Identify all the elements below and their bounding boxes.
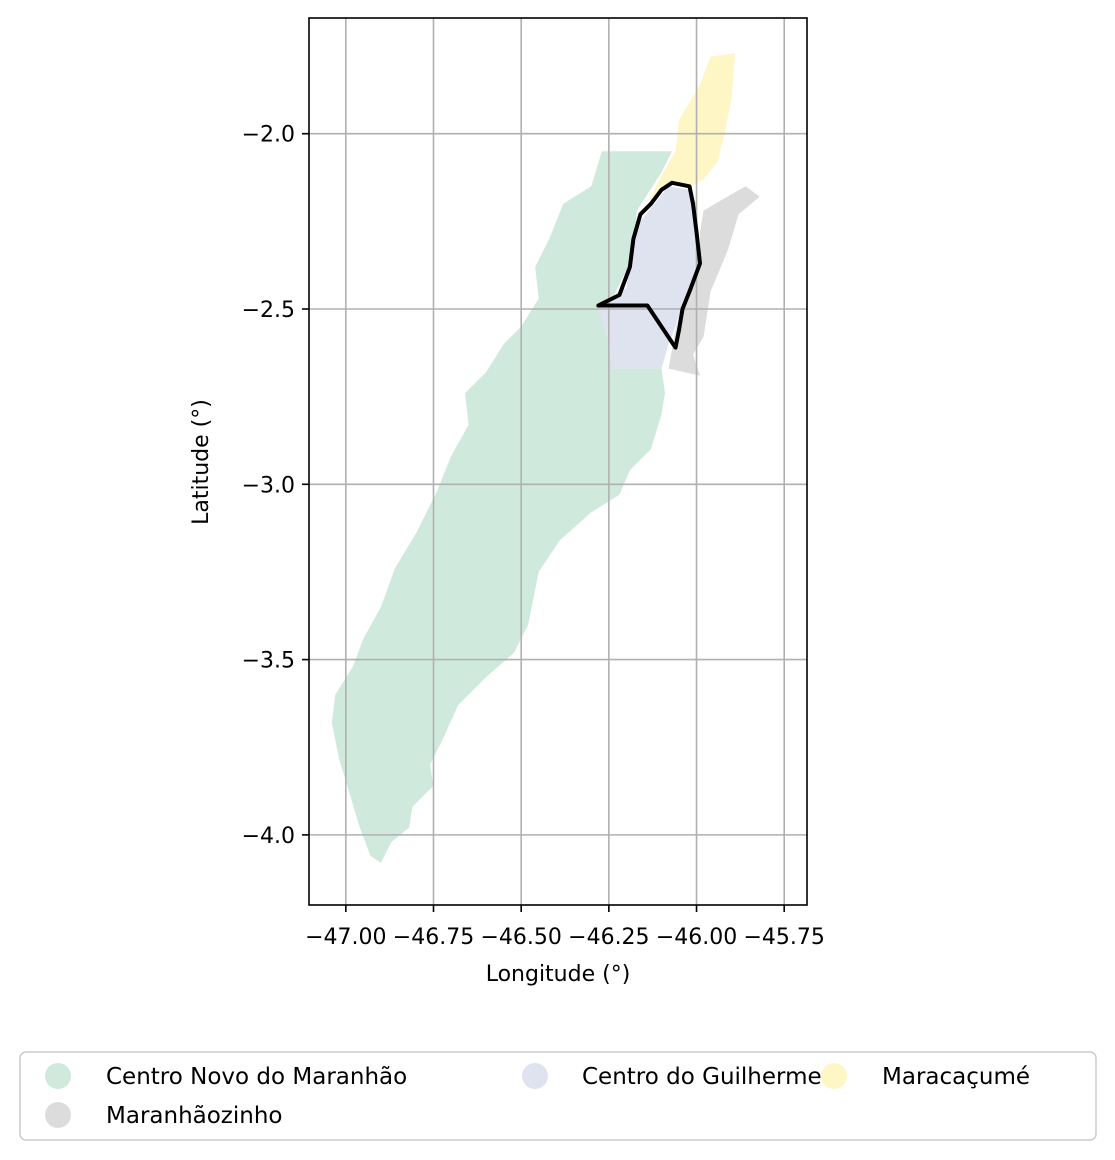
region-maracacume	[647, 53, 736, 204]
x-tick-label: −45.75	[743, 925, 824, 950]
legend-items: Centro Novo do Maranhão Centro do Guilher…	[45, 1063, 1030, 1129]
y-axis-label: Latitude (°)	[189, 399, 214, 525]
x-tick-label: −46.00	[656, 925, 737, 950]
regions-layer	[331, 53, 760, 863]
legend-label-centro-novo-do-maranhao: Centro Novo do Maranhão	[106, 1064, 407, 1090]
legend-marker-centro-do-guilherme	[522, 1063, 548, 1089]
x-axis-ticks: −47.00 −46.75 −46.50 −46.25 −46.00 −45.75	[305, 905, 825, 950]
y-tick-label: −3.0	[242, 473, 295, 498]
legend: Centro Novo do Maranhão Centro do Guilher…	[19, 1051, 1097, 1141]
y-tick-label: −4.0	[242, 824, 295, 849]
y-tick-label: −2.5	[242, 298, 295, 323]
y-tick-label: −3.5	[242, 649, 295, 674]
legend-label-maranhaozinho: Maranhãozinho	[106, 1103, 283, 1129]
x-tick-label: −46.50	[480, 925, 561, 950]
legend-label-maracacume: Maracaçumé	[882, 1064, 1030, 1090]
highlight-outline-layer	[596, 180, 702, 350]
grid-layer	[309, 18, 807, 905]
highlight-outline	[596, 180, 702, 350]
x-tick-label: −46.25	[568, 925, 649, 950]
legend-marker-maracacume	[821, 1063, 847, 1089]
region-centro-novo-do-maranhao	[331, 151, 672, 863]
y-tick-label: −2.0	[242, 123, 295, 148]
plot-frame	[308, 17, 808, 906]
x-axis-label: Longitude (°)	[486, 962, 631, 987]
y-axis-ticks: −2.0 −2.5 −3.0 −3.5 −4.0	[242, 123, 309, 849]
region-maranhaozinho	[668, 186, 760, 376]
x-tick-label: −46.75	[393, 925, 474, 950]
legend-marker-maranhaozinho	[45, 1102, 71, 1128]
region-centro-do-guilherme	[598, 186, 700, 369]
legend-label-centro-do-guilherme: Centro do Guilherme	[582, 1064, 822, 1090]
x-tick-label: −47.00	[305, 925, 386, 950]
legend-marker-centro-novo-do-maranhao	[45, 1063, 71, 1089]
